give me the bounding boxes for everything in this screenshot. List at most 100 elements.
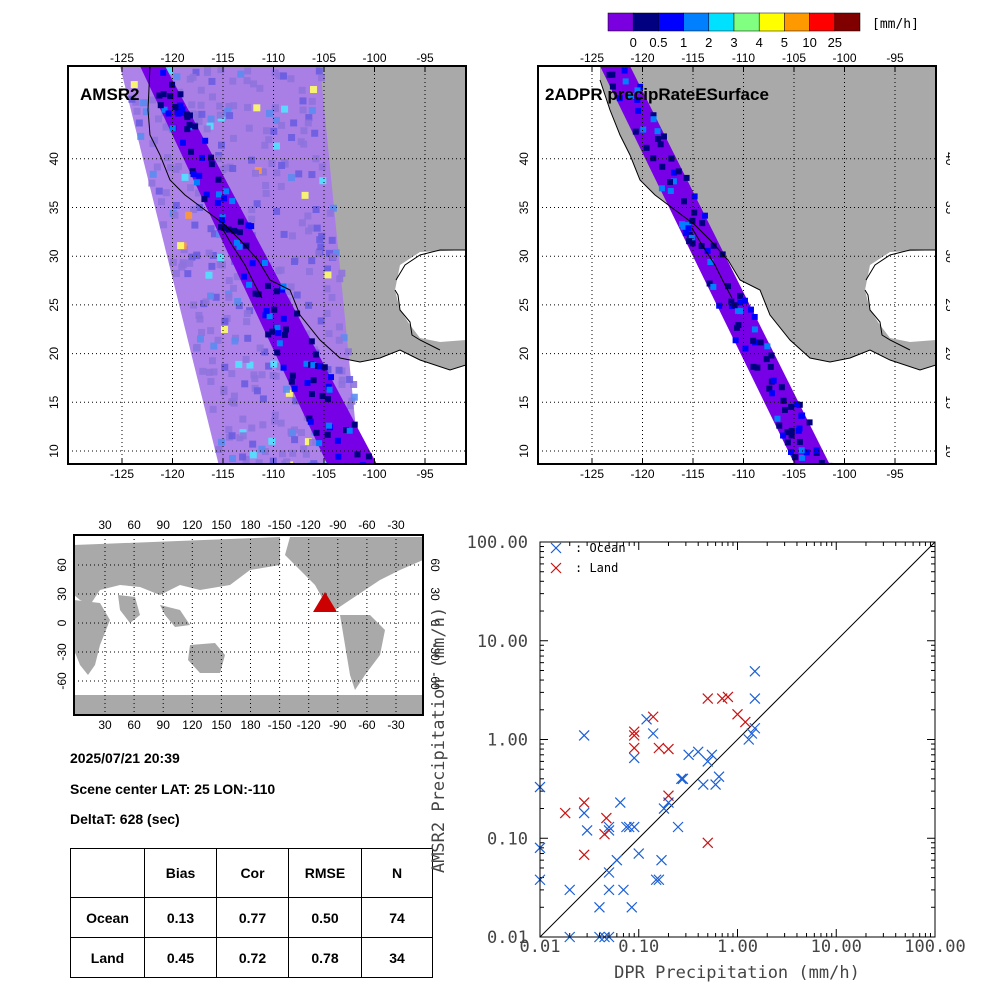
colorbar-unit: [mm/h] [872,17,919,32]
globe-lon-label-top: -120 [297,518,321,532]
stats-row-ocean: Ocean 0.13 0.77 0.50 74 [70,897,433,938]
lat-label-right: 35 [943,201,950,215]
lon-label-top: -120 [630,51,654,65]
lon-label-bottom: -95 [416,467,434,480]
x-tick-label: 10.00 [811,937,862,957]
globe-lon-label-top: -90 [329,518,347,532]
amsr2-map-panel: -125 -125 -120 -120 -115 -115 -110 -110 -105 -105… [47,51,467,480]
stats-header-n: N [361,848,433,898]
land-point [578,849,590,861]
y-axis-label: AMSR2 Precipitation (mm/h) [429,607,449,873]
lon-label-top: -105 [782,51,806,65]
x-tick-label: 0.01 [520,937,561,957]
plot-frame [539,541,936,938]
ocean-point [710,779,722,790]
statistics-table: Bias Cor RMSE N Ocean 0.13 0.77 0.50 74 … [70,848,433,978]
stats-header-bias: Bias [144,848,217,898]
scene-location-marker [313,592,337,612]
globe-lon-label-bottom: 30 [98,718,112,732]
lon-label-top: -100 [832,51,856,65]
globe-lon-label-bottom: -120 [297,718,321,732]
land-point [739,716,751,728]
stats-header-rmse: RMSE [288,848,362,898]
lat-label-left: 40 [517,152,531,166]
globe-lon-label-bottom: -150 [268,718,292,732]
ocean-point [746,728,758,739]
stats-bias: 0.45 [144,937,217,978]
land-point [722,691,734,703]
stats-n: 34 [361,937,433,978]
x-axis-label: DPR Precipitation (mm/h) [614,963,860,983]
ocean-point [620,821,632,833]
ocean-point [658,803,670,814]
legend-ocean-label: : Ocean [575,541,626,555]
globe-lon-label-top: 60 [127,518,141,532]
colorbar-tick-label: 3 [730,35,737,50]
stats-row-label: Land [70,937,145,978]
lon-label-bottom: -110 [262,467,285,480]
ocean-point [611,854,623,866]
ocean-point [692,746,704,758]
ocean-point [626,901,638,913]
globe-lon-label-bottom: 180 [240,718,260,732]
land-point [628,726,640,738]
global-locator-map: 30 60 90 120 150 180 -150 -120 -90 -60 -30 30 60 90 12… [55,518,442,732]
land-mask [600,66,936,370]
colorbar-swatch [834,12,861,32]
continents [74,537,423,715]
map-frame [67,65,467,465]
lon-label-bottom: -120 [630,467,654,480]
ocean-point [702,755,714,767]
stats-row-label: Ocean [70,897,145,938]
ocean-point [578,729,590,741]
globe-lat-label-right: 60 [428,558,442,572]
ocean-point [628,821,640,833]
y-tick-label: 1.00 [487,731,528,751]
globe-lon-label-bottom: -60 [358,718,376,732]
lat-label-left: 30 [47,249,61,263]
globe-lat-label-right: 30 [428,587,442,601]
legend-land-x [550,562,562,574]
ocean-point [633,848,645,859]
ocean-point [594,901,605,913]
ocean-point [578,807,590,819]
land-point [628,729,640,741]
globe-lat-label-right: -60 [428,672,442,690]
ocean-point [656,854,667,866]
colorbar-swatch [607,12,634,32]
lat-label-left: 20 [47,347,61,361]
globe-lat-label-right: 0 [428,620,442,627]
ocean-point [653,874,665,886]
colorbar-tick-labels: 0 0.5 1 2 3 4 5 10 25 [630,35,842,50]
lon-label-top: -125 [580,51,604,65]
lon-label-bottom: -100 [362,467,386,480]
globe-lon-label-top: 150 [211,518,231,532]
y-tick-label: 0.10 [487,829,528,849]
y-tick-label: 10.00 [477,632,528,652]
colorbar-tick-label: 25 [828,35,842,50]
colorbar-swatch [632,12,659,32]
lon-label-bottom: -100 [832,467,856,480]
legend-ocean-x [550,542,562,554]
y-tick-label: 100.00 [467,533,528,553]
land-point [578,797,590,808]
lat-label-right: 20 [943,347,950,361]
land-point [653,742,665,754]
land-point [600,812,612,824]
colorbar-tick-label: 5 [781,35,788,50]
lat-label-right: 15 [943,396,950,410]
ocean-point [603,821,615,833]
lon-label-top: -115 [681,51,704,65]
lon-label-top: -100 [362,51,386,65]
ocean-point [683,749,695,761]
globe-lon-label-bottom: -90 [329,718,347,732]
globe-lon-label-top: 30 [98,518,112,532]
lon-label-bottom: -120 [160,467,184,480]
ocean-point [697,779,709,790]
ocean-point [581,825,593,836]
ocean-point [743,734,755,745]
legend-land-marker [550,562,562,574]
stats-rmse: 0.78 [288,937,362,978]
lat-label-left: 35 [47,201,61,215]
colorbar-boxes [607,12,861,32]
